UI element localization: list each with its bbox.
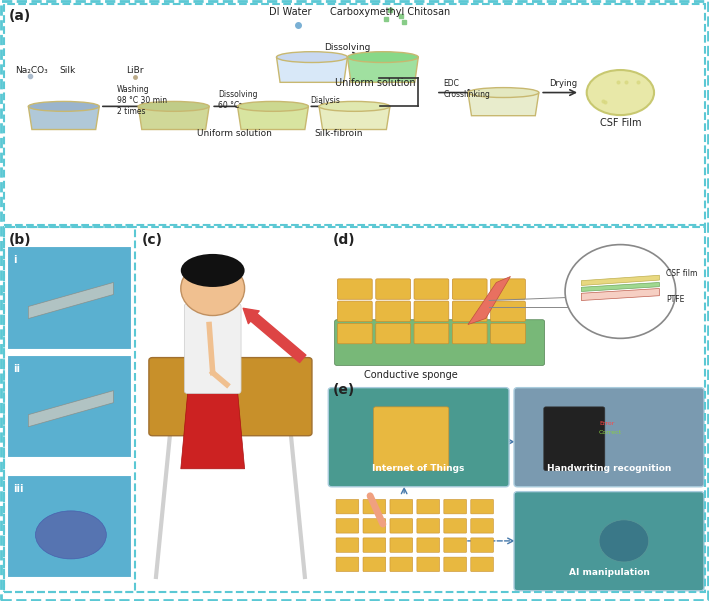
Polygon shape xyxy=(181,391,245,469)
FancyBboxPatch shape xyxy=(544,407,605,471)
FancyBboxPatch shape xyxy=(417,557,440,572)
FancyBboxPatch shape xyxy=(336,499,359,514)
FancyBboxPatch shape xyxy=(491,323,525,344)
FancyBboxPatch shape xyxy=(390,538,413,552)
FancyBboxPatch shape xyxy=(337,323,372,344)
FancyBboxPatch shape xyxy=(337,279,372,299)
FancyBboxPatch shape xyxy=(452,323,487,344)
FancyBboxPatch shape xyxy=(471,519,493,533)
Text: Handwriting recognition: Handwriting recognition xyxy=(547,464,671,473)
Circle shape xyxy=(181,261,245,316)
Text: Na₂CO₃: Na₂CO₃ xyxy=(16,66,48,75)
FancyBboxPatch shape xyxy=(376,279,411,299)
Text: i: i xyxy=(13,255,16,266)
FancyBboxPatch shape xyxy=(444,499,467,514)
FancyBboxPatch shape xyxy=(491,301,525,322)
Text: Washing
98 °C 30 min
2 times: Washing 98 °C 30 min 2 times xyxy=(117,85,167,116)
Text: AI manipulation: AI manipulation xyxy=(569,568,649,577)
Ellipse shape xyxy=(238,102,308,111)
FancyBboxPatch shape xyxy=(390,557,413,572)
FancyBboxPatch shape xyxy=(336,519,359,533)
Text: DI Water: DI Water xyxy=(269,7,312,17)
Text: ii: ii xyxy=(13,364,20,374)
Polygon shape xyxy=(468,93,539,115)
Text: PTFE: PTFE xyxy=(666,295,685,304)
Text: Drying: Drying xyxy=(549,79,578,88)
FancyBboxPatch shape xyxy=(514,388,704,487)
FancyBboxPatch shape xyxy=(444,519,467,533)
FancyBboxPatch shape xyxy=(376,301,411,322)
Text: Dissolving: Dissolving xyxy=(324,43,371,52)
Text: Dialysis: Dialysis xyxy=(311,96,340,105)
FancyBboxPatch shape xyxy=(363,519,386,533)
FancyBboxPatch shape xyxy=(417,538,440,552)
FancyBboxPatch shape xyxy=(184,304,241,394)
Ellipse shape xyxy=(35,511,106,559)
FancyBboxPatch shape xyxy=(330,379,704,590)
Text: Dissolving
60 °C: Dissolving 60 °C xyxy=(218,90,258,111)
Polygon shape xyxy=(581,275,659,285)
FancyBboxPatch shape xyxy=(4,4,705,225)
FancyBboxPatch shape xyxy=(335,320,545,365)
FancyBboxPatch shape xyxy=(390,499,413,514)
Circle shape xyxy=(565,245,676,338)
Text: Uniform solution: Uniform solution xyxy=(196,129,272,138)
Ellipse shape xyxy=(468,88,539,97)
Ellipse shape xyxy=(181,254,245,287)
FancyBboxPatch shape xyxy=(363,557,386,572)
FancyBboxPatch shape xyxy=(4,227,135,592)
Polygon shape xyxy=(319,106,390,130)
FancyBboxPatch shape xyxy=(417,499,440,514)
FancyBboxPatch shape xyxy=(363,499,386,514)
Polygon shape xyxy=(238,106,308,130)
Text: Uniform solution: Uniform solution xyxy=(335,78,416,88)
Text: Conductive sponge: Conductive sponge xyxy=(364,370,458,380)
Polygon shape xyxy=(581,282,659,291)
Polygon shape xyxy=(28,282,113,319)
Text: (e): (e) xyxy=(333,383,355,397)
FancyBboxPatch shape xyxy=(414,323,449,344)
FancyBboxPatch shape xyxy=(336,557,359,572)
Text: (a): (a) xyxy=(9,9,31,23)
Text: LiBr: LiBr xyxy=(126,66,143,75)
FancyBboxPatch shape xyxy=(471,538,493,552)
Text: Silk-fibroin: Silk-fibroin xyxy=(315,129,363,138)
FancyBboxPatch shape xyxy=(149,358,312,436)
FancyBboxPatch shape xyxy=(7,475,131,577)
Text: Carboxymethyl Chitosan: Carboxymethyl Chitosan xyxy=(330,7,450,17)
Text: EDC
Crosslinking: EDC Crosslinking xyxy=(443,79,490,99)
FancyBboxPatch shape xyxy=(7,355,131,457)
Text: (c): (c) xyxy=(142,233,163,246)
Text: Silk: Silk xyxy=(60,66,75,75)
FancyBboxPatch shape xyxy=(390,519,413,533)
FancyBboxPatch shape xyxy=(471,499,493,514)
Text: Correct: Correct xyxy=(599,430,623,435)
Ellipse shape xyxy=(587,70,654,115)
FancyBboxPatch shape xyxy=(336,538,359,552)
Text: CSF film: CSF film xyxy=(666,269,698,278)
FancyBboxPatch shape xyxy=(337,301,372,322)
Polygon shape xyxy=(347,57,418,82)
Circle shape xyxy=(599,520,649,562)
Polygon shape xyxy=(28,106,99,130)
Polygon shape xyxy=(138,106,209,130)
FancyBboxPatch shape xyxy=(452,279,487,299)
Text: Error: Error xyxy=(599,421,615,426)
Polygon shape xyxy=(28,391,113,427)
FancyBboxPatch shape xyxy=(452,301,487,322)
Text: Internet of Things: Internet of Things xyxy=(372,464,465,473)
Text: (d): (d) xyxy=(333,233,356,246)
Polygon shape xyxy=(468,276,510,325)
FancyBboxPatch shape xyxy=(414,279,449,299)
Text: CSF Film: CSF Film xyxy=(600,118,641,129)
Polygon shape xyxy=(277,57,347,82)
FancyBboxPatch shape xyxy=(491,279,525,299)
Ellipse shape xyxy=(28,102,99,111)
FancyBboxPatch shape xyxy=(376,323,411,344)
FancyBboxPatch shape xyxy=(414,301,449,322)
Ellipse shape xyxy=(347,52,418,63)
FancyBboxPatch shape xyxy=(514,492,704,591)
FancyBboxPatch shape xyxy=(363,538,386,552)
FancyBboxPatch shape xyxy=(444,557,467,572)
